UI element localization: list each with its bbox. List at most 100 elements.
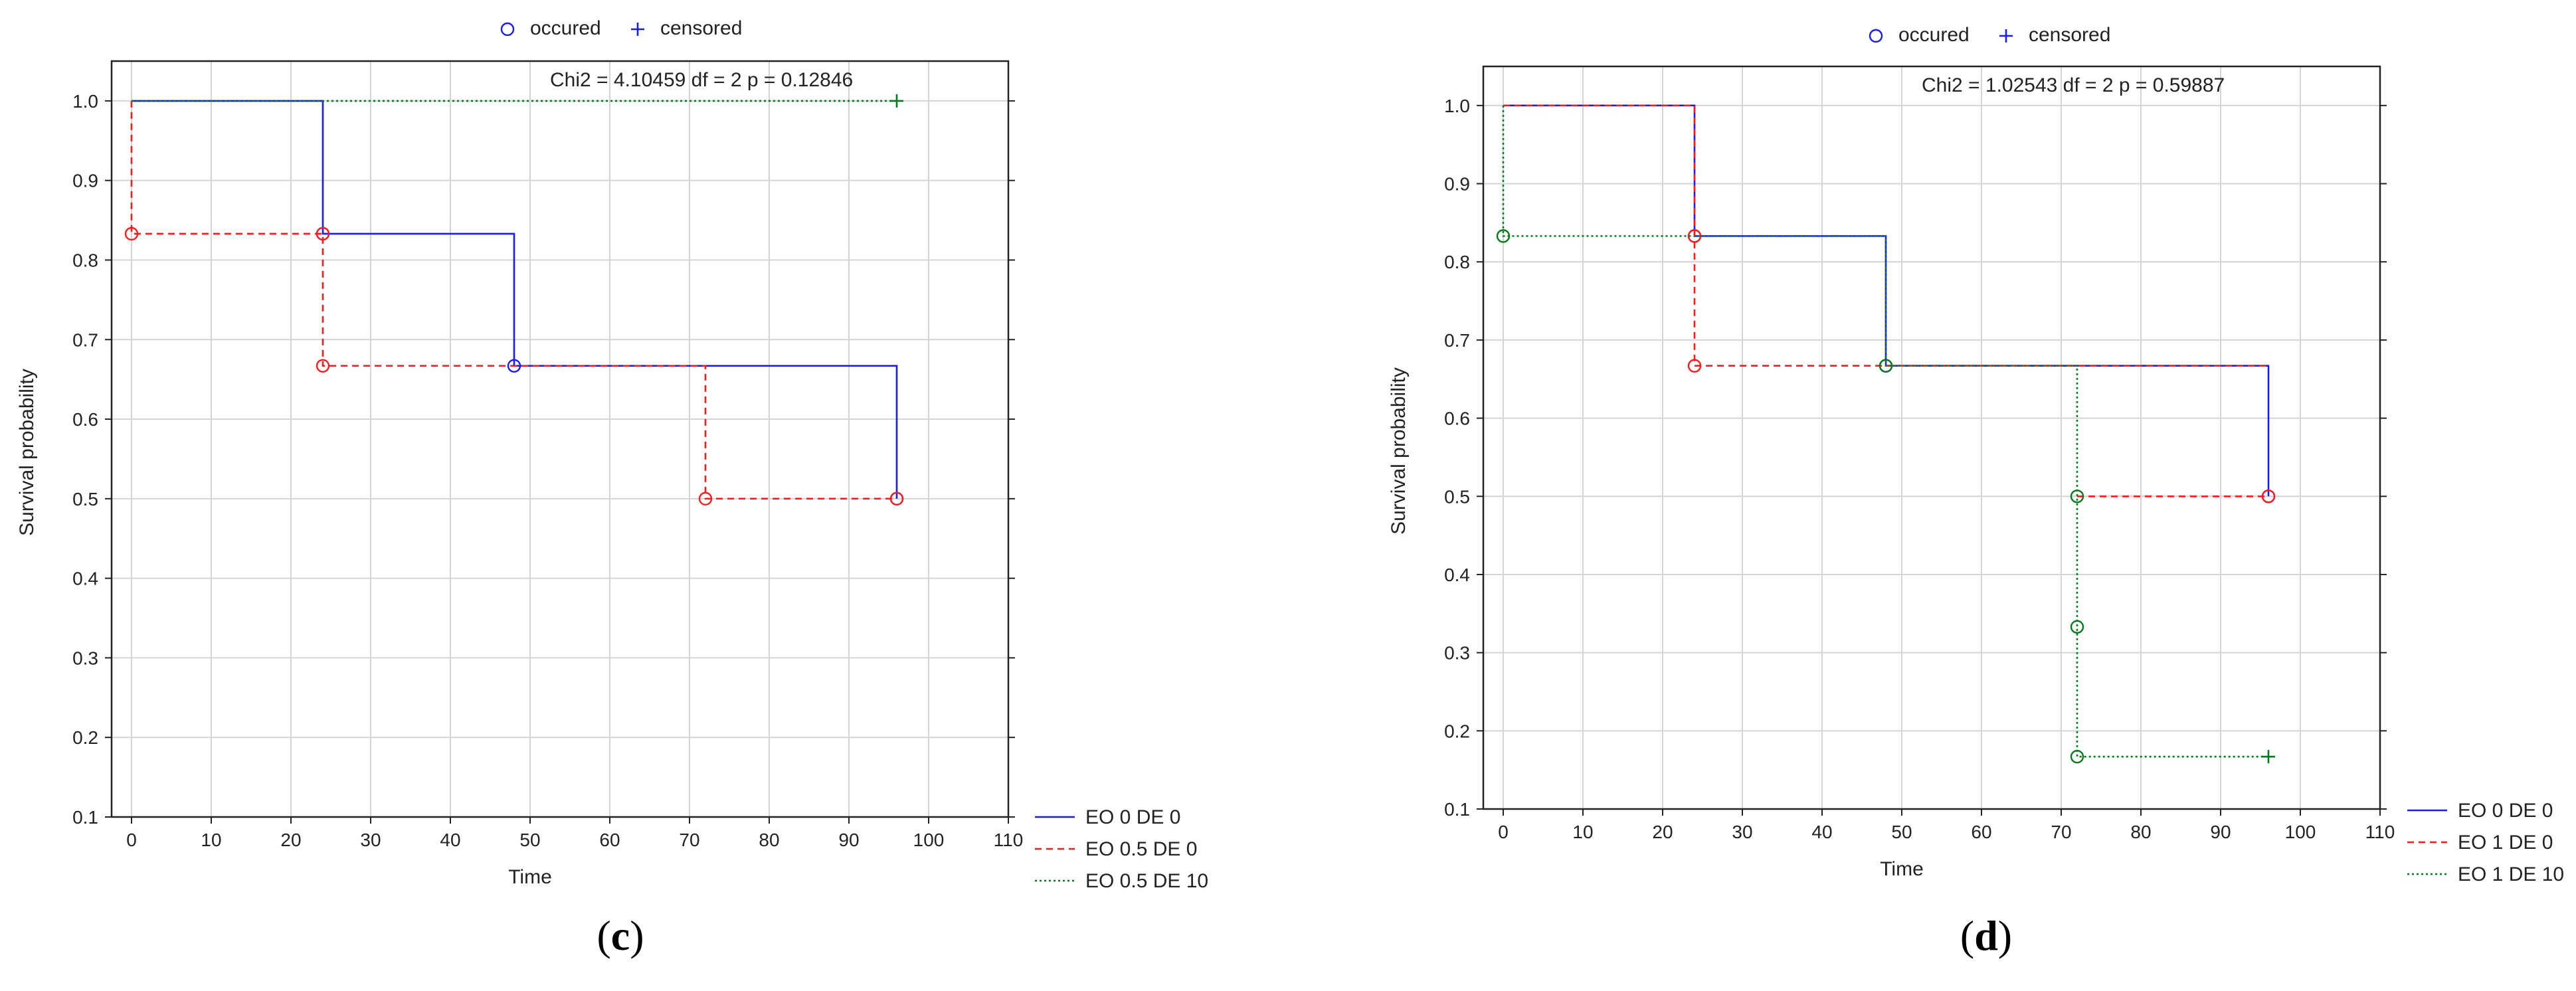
event-marker-occurred bbox=[316, 359, 330, 373]
series-legend: EO 0 DE 0 EO 0.5 DE 0 EO 0.5 DE 10 bbox=[1035, 806, 1208, 892]
event-marker-occurred bbox=[1879, 359, 1893, 373]
x-tick-label: 90 bbox=[2210, 822, 2231, 842]
y-tick-label: 0.2 bbox=[72, 727, 98, 748]
panel-label-letter: d bbox=[1974, 912, 1998, 959]
x-tick-label: 110 bbox=[2365, 822, 2395, 842]
y-tick-label: 0.6 bbox=[72, 409, 98, 430]
legend-label: EO 1 DE 0 bbox=[2458, 832, 2553, 854]
legend-occurred-label: occured bbox=[1898, 24, 1970, 46]
y-tick-label: 0.9 bbox=[1444, 174, 1470, 195]
axis-ticks: 0 10 20 30 40 50 60 70 80 90 100 110 0.1 0.2 0.3 0.4 0.5… bbox=[1444, 96, 2395, 842]
legend-label: EO 0 DE 0 bbox=[1085, 806, 1180, 828]
event-marker-occurred bbox=[507, 359, 521, 373]
x-tick-label: 10 bbox=[1572, 822, 1593, 842]
y-tick-label: 0.1 bbox=[1444, 799, 1470, 820]
y-tick-label: 0.7 bbox=[1444, 330, 1470, 351]
y-tick-label: 0.3 bbox=[1444, 643, 1470, 664]
panel-label-close: ) bbox=[630, 912, 644, 959]
series-eo-1-de-0 bbox=[1503, 104, 2276, 503]
series-eo-0-de-0 bbox=[132, 100, 904, 506]
y-tick-label: 0.8 bbox=[72, 250, 98, 270]
panel-label-close: ) bbox=[1998, 912, 2012, 959]
x-tick-label: 50 bbox=[1891, 822, 1912, 842]
series-eo-1-de-10 bbox=[1496, 105, 2275, 764]
x-tick-label: 20 bbox=[1652, 822, 1673, 842]
panel-label-letter: c bbox=[611, 912, 630, 959]
y-tick-label: 0.1 bbox=[72, 807, 98, 828]
y-tick-label: 0.7 bbox=[72, 329, 98, 350]
legend-label: EO 0.5 DE 10 bbox=[1085, 870, 1208, 892]
y-tick-label: 0.3 bbox=[72, 648, 98, 668]
x-tick-label: 40 bbox=[1811, 822, 1832, 842]
grid bbox=[112, 61, 1009, 818]
legend-label: EO 1 DE 10 bbox=[2458, 863, 2564, 885]
x-axis-title: Time bbox=[508, 866, 552, 888]
x-tick-label: 20 bbox=[280, 830, 301, 850]
censored-icon bbox=[631, 23, 644, 36]
y-tick-label: 0.9 bbox=[72, 171, 98, 191]
series-eo-0-5-de-10 bbox=[132, 94, 903, 108]
x-tick-label: 70 bbox=[679, 830, 699, 850]
stat-annotation: Chi2 = 4.10459 df = 2 p = 0.12846 bbox=[550, 69, 853, 91]
legend-label: EO 0.5 DE 0 bbox=[1085, 838, 1197, 860]
series-line bbox=[130, 100, 897, 500]
chart-panel-c: 0 10 20 30 40 50 60 70 80 90 100 110 0.1 0.2 0.3 0.4 0.5… bbox=[16, 17, 1208, 959]
event-marker-occurred bbox=[2070, 490, 2084, 503]
y-tick-label: 0.8 bbox=[1444, 252, 1470, 272]
y-tick-label: 0.5 bbox=[1444, 486, 1470, 507]
legend-occurred-label: occured bbox=[530, 17, 601, 39]
event-marker-occurred bbox=[2070, 749, 2084, 764]
x-tick-label: 30 bbox=[360, 830, 381, 850]
censored-icon bbox=[1999, 29, 2013, 43]
y-tick-label: 1.0 bbox=[1444, 96, 1470, 116]
plot-frame bbox=[110, 60, 1010, 818]
legend-censored-label: censored bbox=[660, 17, 742, 39]
axis-ticks: 0 10 20 30 40 50 60 70 80 90 100 110 0.1 0.2 0.3 0.4 0.5… bbox=[72, 91, 1023, 850]
y-tick-label: 1.0 bbox=[72, 91, 98, 112]
event-marker-occurred bbox=[316, 226, 330, 241]
y-axis-title: Survival probability bbox=[1388, 367, 1410, 535]
event-marker-occurred bbox=[698, 492, 713, 506]
x-tick-label: 40 bbox=[440, 830, 460, 850]
panel-label-open: ( bbox=[597, 912, 610, 959]
event-marker-occurred bbox=[2261, 490, 2276, 503]
x-tick-label: 110 bbox=[994, 830, 1024, 850]
series-eo-0-de-0 bbox=[1503, 104, 2276, 503]
marker-legend: occured censored bbox=[500, 17, 742, 39]
event-marker-occurred bbox=[889, 492, 904, 506]
series-legend: EO 0 DE 0 EO 1 DE 0 EO 1 DE 10 bbox=[2407, 800, 2564, 885]
x-tick-label: 30 bbox=[1732, 822, 1752, 842]
x-tick-label: 60 bbox=[599, 830, 620, 850]
series-line bbox=[132, 100, 898, 499]
event-marker-occurred bbox=[124, 226, 139, 241]
grid bbox=[1483, 66, 2381, 810]
y-axis-title: Survival probability bbox=[16, 369, 38, 536]
y-tick-label: 0.6 bbox=[1444, 408, 1470, 429]
x-tick-label: 70 bbox=[2051, 822, 2071, 842]
marker-legend: occured censored bbox=[1869, 24, 2110, 46]
x-tick-label: 10 bbox=[201, 830, 221, 850]
series-eo-0-5-de-0 bbox=[124, 100, 904, 506]
y-tick-label: 0.4 bbox=[72, 569, 98, 589]
y-tick-label: 0.4 bbox=[1444, 565, 1470, 585]
x-tick-label: 0 bbox=[1498, 822, 1509, 842]
occurred-icon bbox=[1869, 29, 1883, 43]
event-marker-censored bbox=[2262, 750, 2275, 764]
y-tick-label: 0.2 bbox=[1444, 721, 1470, 741]
legend-censored-label: censored bbox=[2029, 24, 2110, 46]
legend-label: EO 0 DE 0 bbox=[2458, 800, 2553, 822]
x-tick-label: 60 bbox=[1971, 822, 1991, 842]
x-tick-label: 0 bbox=[126, 830, 137, 850]
panel-label: (d) bbox=[1960, 912, 2012, 959]
stat-annotation: Chi2 = 1.02543 df = 2 p = 0.59887 bbox=[1922, 74, 2225, 96]
panel-label-open: ( bbox=[1960, 912, 1974, 959]
x-tick-label: 80 bbox=[2130, 822, 2151, 842]
x-tick-label: 80 bbox=[759, 830, 779, 850]
x-tick-label: 90 bbox=[838, 830, 859, 850]
event-marker-occurred bbox=[1496, 229, 1511, 243]
y-tick-label: 0.5 bbox=[72, 489, 98, 509]
x-tick-label: 100 bbox=[2285, 822, 2316, 842]
panel-label: (c) bbox=[597, 912, 644, 959]
event-marker-occurred bbox=[1687, 359, 1702, 373]
occurred-icon bbox=[500, 22, 515, 37]
